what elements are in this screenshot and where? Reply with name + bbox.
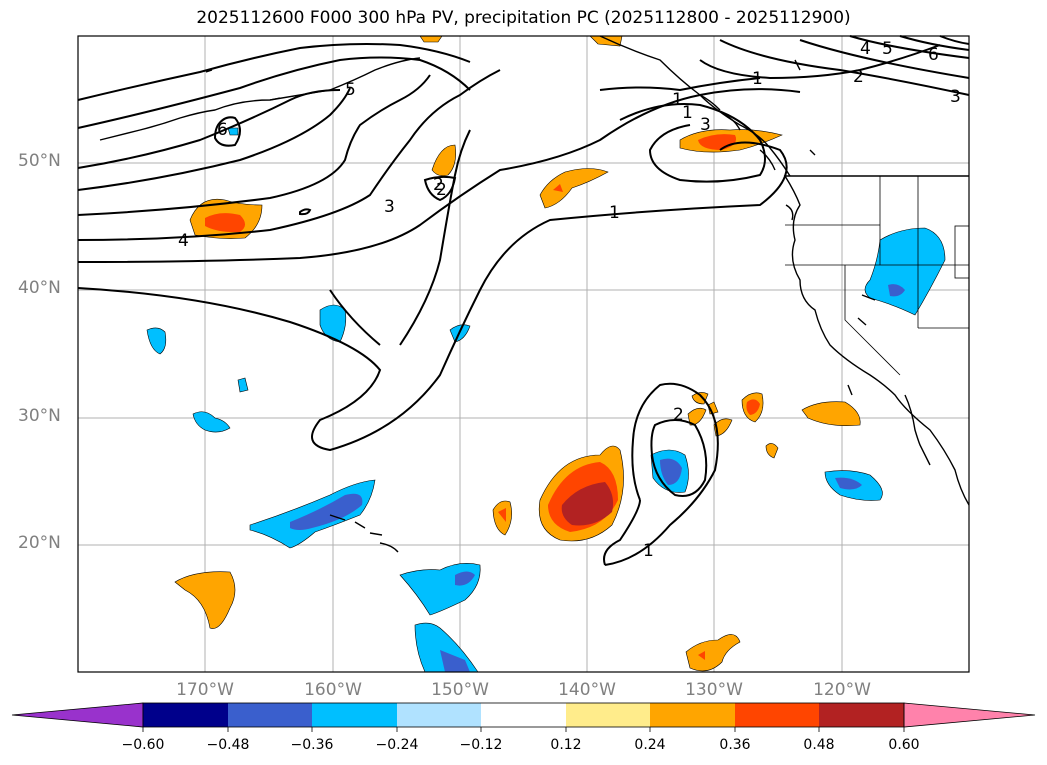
colorbar-tick-label: 0.48 bbox=[803, 737, 835, 753]
colorbar-extend-high bbox=[903, 702, 1036, 728]
colorbar-tick-label: −0.24 bbox=[375, 737, 419, 753]
lat-label-40n: 40°N bbox=[18, 278, 61, 298]
colorbar-tick-label: −0.48 bbox=[206, 737, 250, 753]
lat-label-30n: 30°N bbox=[18, 406, 61, 426]
contour-label: 1 bbox=[643, 541, 654, 561]
colorbar-cell bbox=[735, 703, 819, 727]
contour-labels: 1 1 1 2 2 3 3 4 5 6 1 2 3 4 5 6 2 1 bbox=[178, 39, 961, 561]
contour-label: 5 bbox=[882, 39, 893, 59]
contour-label: 3 bbox=[950, 87, 961, 107]
lon-label-140w: 140°W bbox=[558, 680, 616, 700]
contour-label: 5 bbox=[345, 80, 356, 100]
lat-label-20n: 20°N bbox=[18, 533, 61, 553]
contour-label: 2 bbox=[433, 175, 444, 195]
contour-label: 4 bbox=[860, 39, 871, 59]
contour-label: 2 bbox=[853, 67, 864, 87]
contour-label: 4 bbox=[178, 231, 189, 251]
map-frame bbox=[77, 35, 970, 673]
contour-label: 1 bbox=[672, 90, 683, 110]
contour-label: 6 bbox=[217, 120, 228, 140]
colorbar-cell bbox=[650, 703, 735, 727]
lat-label-50n: 50°N bbox=[18, 151, 61, 171]
state-borders bbox=[785, 175, 970, 376]
contour-label: 3 bbox=[384, 197, 395, 217]
colorbar-cell bbox=[481, 703, 566, 727]
contour-label: 1 bbox=[609, 203, 620, 223]
colorbar-tick-label: −0.60 bbox=[121, 737, 165, 753]
colorbar-cell bbox=[819, 703, 904, 727]
lon-label-120w: 120°W bbox=[813, 680, 871, 700]
colorbar-cell bbox=[397, 703, 481, 727]
colorbar-tick-label: 0.24 bbox=[634, 737, 666, 753]
precipitation-fill bbox=[146, 35, 946, 673]
colorbar-tick-label: −0.12 bbox=[459, 737, 503, 753]
contour-label: 2 bbox=[673, 405, 684, 425]
colorbar-tick-label: −0.36 bbox=[290, 737, 334, 753]
colorbar bbox=[11, 702, 1036, 732]
colorbar-cell bbox=[228, 703, 312, 727]
colorbar-cell bbox=[566, 703, 650, 727]
contour-label: 1 bbox=[752, 69, 763, 89]
lon-label-150w: 150°W bbox=[431, 680, 489, 700]
colorbar-tick-label: 0.36 bbox=[719, 737, 751, 753]
lon-label-130w: 130°W bbox=[685, 680, 743, 700]
contour-label: 2 bbox=[436, 180, 447, 200]
contour-label: 6 bbox=[928, 45, 939, 65]
lon-label-170w: 170°W bbox=[176, 680, 234, 700]
contour-label: 1 bbox=[682, 103, 693, 123]
map-title: 2025112600 F000 300 hPa PV, precipitatio… bbox=[196, 8, 851, 28]
colorbar-extend-low bbox=[11, 702, 144, 728]
contour-label: 3 bbox=[700, 115, 711, 135]
pv-contours bbox=[77, 35, 970, 566]
colorbar-cell bbox=[143, 703, 228, 727]
colorbar-tick-label: 0.12 bbox=[550, 737, 582, 753]
colorbar-tick-label: 0.60 bbox=[888, 737, 920, 753]
lon-label-160w: 160°W bbox=[304, 680, 362, 700]
colorbar-cell bbox=[312, 703, 397, 727]
